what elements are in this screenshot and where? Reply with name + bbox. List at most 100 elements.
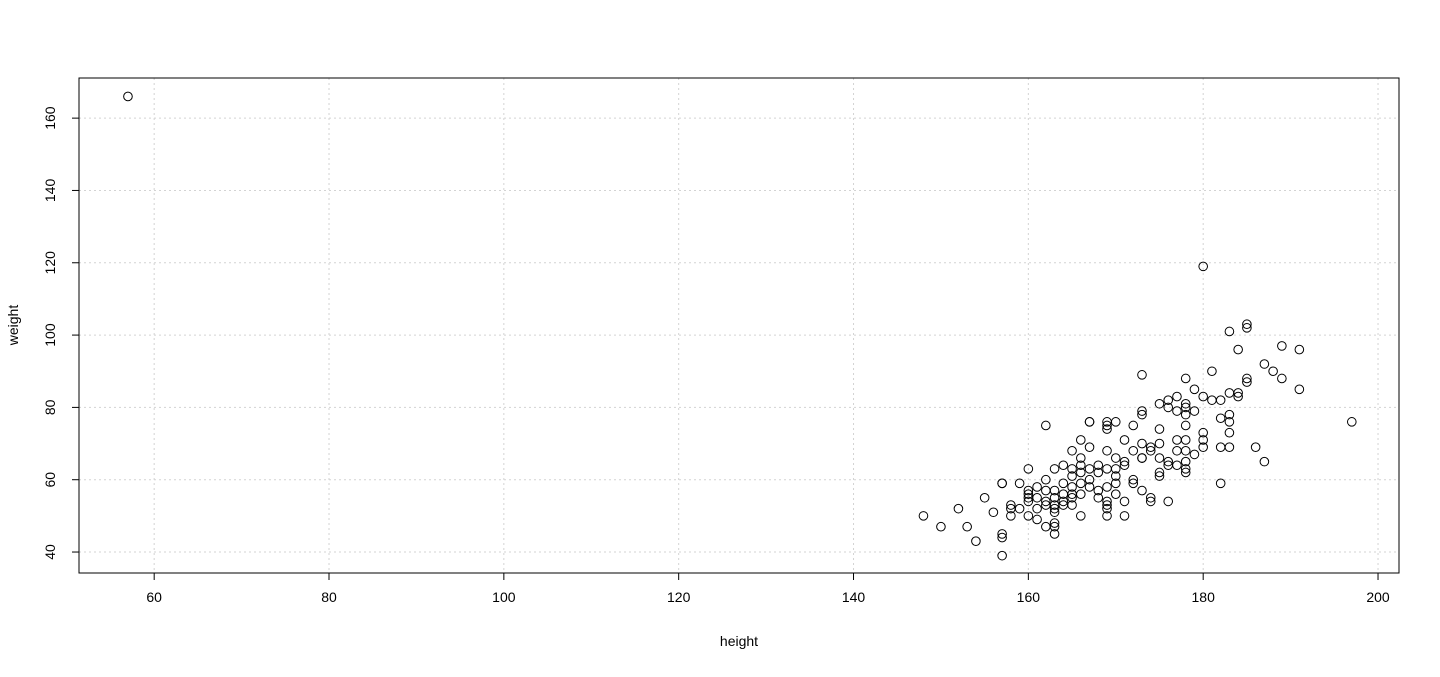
data-point — [1145, 445, 1156, 456]
data-point — [1242, 377, 1252, 387]
data-point — [1145, 442, 1156, 452]
data-point — [953, 503, 964, 514]
y-tick-label: 60 — [42, 472, 58, 488]
data-point — [1023, 496, 1034, 507]
data-point — [1277, 373, 1287, 384]
data-point — [1076, 511, 1086, 521]
data-point — [1137, 406, 1147, 416]
data-point — [1067, 445, 1077, 456]
data-point — [1128, 474, 1139, 485]
data-point — [1180, 464, 1191, 474]
data-point — [1180, 420, 1191, 431]
y-axis-label: weight — [5, 305, 21, 347]
data-point — [1023, 485, 1034, 496]
data-point — [1233, 344, 1243, 355]
data-point — [1084, 417, 1095, 427]
data-point — [997, 529, 1007, 539]
data-point — [1110, 464, 1121, 474]
data-point — [1224, 417, 1235, 427]
data-point — [1233, 391, 1243, 402]
y-tick-label: 160 — [42, 106, 58, 130]
plot-frame — [78, 77, 1400, 574]
data-point — [1189, 384, 1200, 395]
grid — [79, 78, 1399, 573]
data-point — [1154, 424, 1165, 434]
data-point — [1076, 467, 1086, 478]
data-point — [1145, 496, 1156, 507]
data-point — [1198, 442, 1208, 452]
data-point — [1119, 511, 1130, 521]
data-point — [1058, 496, 1069, 507]
data-point — [1067, 489, 1077, 499]
data-point — [1110, 453, 1121, 463]
data-point — [1119, 460, 1130, 471]
y-tick-label: 120 — [42, 251, 58, 275]
data-point — [1067, 492, 1077, 503]
data-point — [1014, 503, 1025, 514]
data-point — [1189, 406, 1200, 416]
data-point — [1076, 460, 1086, 471]
data-point — [1242, 319, 1252, 330]
data-point — [1093, 467, 1104, 478]
data-point — [1041, 485, 1051, 496]
x-tick-label: 100 — [492, 589, 516, 605]
data-point — [1102, 496, 1112, 507]
data-point — [1198, 261, 1208, 272]
data-point — [997, 532, 1007, 543]
data-point — [1180, 398, 1191, 409]
data-point — [1058, 460, 1069, 471]
data-point — [1041, 420, 1051, 431]
data-point — [1084, 464, 1095, 474]
x-tick-label: 80 — [321, 589, 337, 605]
data-point — [918, 511, 929, 521]
data-point — [1049, 507, 1060, 518]
data-point — [1006, 500, 1016, 510]
data-point — [1250, 442, 1261, 452]
data-point — [1128, 420, 1139, 431]
x-tick-label: 180 — [1192, 589, 1216, 605]
data-point — [1023, 464, 1034, 474]
data-point — [1023, 489, 1034, 499]
data-point — [1163, 456, 1174, 467]
data-point — [1198, 391, 1208, 402]
x-tick-label: 120 — [667, 589, 691, 605]
data-point — [1180, 409, 1191, 420]
data-point — [997, 478, 1007, 489]
data-point — [1224, 326, 1235, 337]
x-tick-label: 200 — [1366, 589, 1390, 605]
data-point — [1215, 442, 1226, 452]
data-point — [1268, 366, 1278, 377]
data-point — [1110, 417, 1121, 427]
data-point — [123, 91, 133, 102]
data-point — [1084, 482, 1095, 492]
data-point — [1067, 482, 1077, 492]
data-point — [1180, 373, 1191, 384]
data-point — [1137, 409, 1147, 420]
data-point — [1049, 529, 1060, 539]
data-point — [1049, 518, 1060, 528]
y-axis: 40 60 80 100 120 140 160 — [42, 106, 80, 560]
data-point — [1058, 478, 1069, 489]
data-point — [1137, 438, 1147, 449]
data-point — [1207, 366, 1217, 377]
data-point — [1119, 435, 1130, 445]
data-point — [1207, 395, 1217, 405]
y-tick-label: 100 — [42, 323, 58, 347]
data-point — [1215, 478, 1226, 489]
data-point — [1128, 478, 1139, 489]
data-point — [1128, 445, 1139, 456]
data-point — [1154, 398, 1165, 409]
data-point — [1049, 492, 1060, 503]
y-tick-label: 40 — [42, 544, 58, 560]
data-point — [1110, 471, 1121, 481]
data-point — [1067, 500, 1077, 510]
data-point — [1154, 467, 1165, 478]
data-point — [1076, 435, 1086, 445]
data-point — [1145, 492, 1156, 503]
data-point — [1180, 435, 1191, 445]
data-point — [1041, 496, 1051, 507]
data-point — [1346, 417, 1357, 427]
data-point — [971, 536, 981, 546]
data-point — [1102, 445, 1112, 456]
